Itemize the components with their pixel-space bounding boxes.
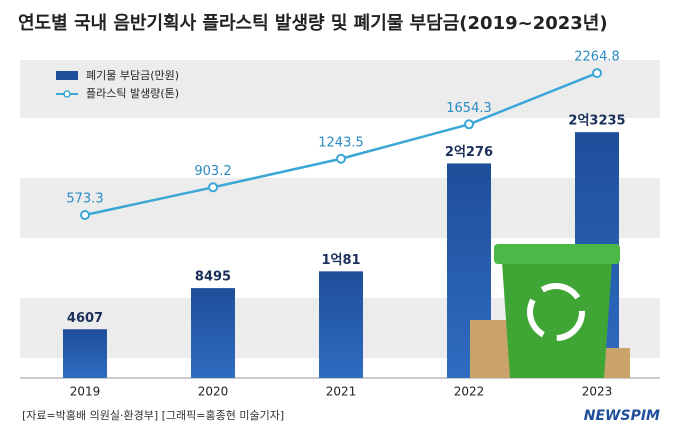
legend-marker (63, 90, 71, 98)
recycle-icon (527, 283, 585, 341)
line-marker (80, 209, 90, 220)
bar-value-label: 8495 (195, 270, 231, 285)
band (20, 60, 660, 118)
bar-value-label: 1억81 (321, 253, 360, 268)
bin-body (502, 262, 612, 378)
line-value-label: 1243.5 (318, 135, 364, 150)
line-value-label: 903.2 (194, 164, 231, 179)
bar (319, 271, 363, 378)
x-tick-label: 2019 (70, 385, 101, 399)
legend-label: 폐기물 부담금(만원) (86, 69, 179, 82)
line-marker (208, 182, 218, 193)
bar-value-label: 2억3235 (568, 114, 625, 129)
bar (191, 288, 235, 378)
band (20, 178, 660, 238)
logo: NEWSPIM (584, 408, 660, 424)
bar-value-label: 4607 (67, 311, 103, 326)
line-marker (336, 153, 346, 164)
line-value-label: 573.3 (66, 191, 103, 206)
source: [자료=박홍배 의원실·환경부] [그래픽=홍종현 미술기자] (22, 408, 284, 422)
bar (63, 329, 107, 378)
legend-swatch (56, 71, 78, 80)
line-value-label: 1654.3 (446, 101, 492, 116)
line-value-label: 2264.8 (574, 50, 620, 65)
x-tick-label: 2022 (454, 385, 485, 399)
bin-lid (494, 244, 620, 264)
legend-label: 플라스틱 발생량(톤) (86, 87, 179, 100)
bin-illustration (470, 244, 630, 378)
x-tick-label: 2020 (198, 385, 229, 399)
line-marker (592, 68, 602, 79)
line-layer: 573.3 903.2 1243.5 1654.3 2264.8 (66, 50, 620, 220)
chart-title: 연도별 국내 음반기획사 플라스틱 발생량 및 폐기물 부담금(2019~202… (18, 13, 608, 34)
x-tick-label: 2023 (582, 385, 613, 399)
legend: 폐기물 부담금(만원) 플라스틱 발생량(톤) (56, 69, 179, 100)
x-tick-label: 2021 (326, 385, 357, 399)
line-marker (464, 119, 474, 130)
bar-value-label: 2억276 (445, 145, 493, 160)
